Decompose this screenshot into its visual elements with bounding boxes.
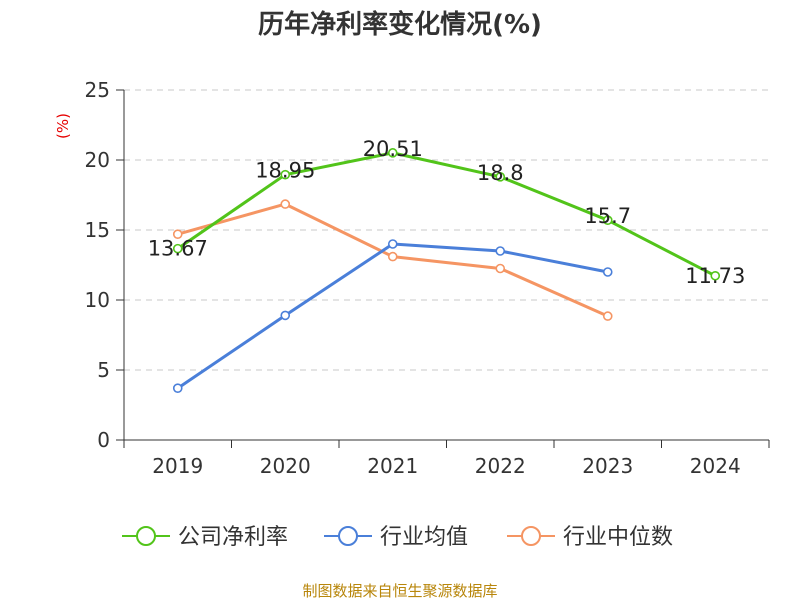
data-point xyxy=(280,199,291,209)
legend-marker xyxy=(136,526,156,546)
x-tick-label: 2024 xyxy=(690,454,741,478)
x-tick-label: 2020 xyxy=(260,454,311,478)
y-axis: 0 5 10 15 20 25 xyxy=(85,78,125,452)
y-tick-label: 20 xyxy=(85,148,110,172)
data-label: 20.51 xyxy=(363,137,423,161)
legend: 公司净利率 行业均值 行业中位数 xyxy=(122,525,673,550)
data-point xyxy=(172,243,183,254)
data-point xyxy=(280,310,291,321)
legend-marker xyxy=(338,526,358,546)
data-point xyxy=(495,246,506,256)
data-point xyxy=(387,251,398,262)
source-note: 制图数据来自恒生聚源数据库 xyxy=(302,582,497,600)
data-point xyxy=(280,169,291,180)
data-point xyxy=(387,239,398,249)
data-point xyxy=(172,229,183,239)
x-axis: 2019 2020 2021 2022 2023 2024 xyxy=(123,439,770,478)
series-line xyxy=(176,151,716,278)
y-tick-label: 0 xyxy=(97,428,110,452)
legend-label: 行业均值 xyxy=(380,525,468,550)
data-point xyxy=(710,270,721,281)
data-label: 11.73 xyxy=(685,264,745,288)
data-point xyxy=(172,383,183,394)
data-point xyxy=(387,148,398,158)
y-tick-label: 10 xyxy=(85,288,110,312)
y-tick-label: 15 xyxy=(85,218,110,242)
data-label: 18.95 xyxy=(255,159,315,183)
x-tick-label: 2019 xyxy=(152,454,203,478)
series-lines xyxy=(172,148,721,394)
data-label: 13.67 xyxy=(148,237,208,261)
data-point xyxy=(602,267,613,277)
grid-lines xyxy=(124,89,769,371)
data-label: 15.7 xyxy=(584,204,631,228)
data-labels: 13.67 18.95 20.51 18.8 15.7 11.73 xyxy=(148,137,746,288)
chart-title: 历年净利率变化情况(%) xyxy=(258,9,542,40)
y-axis-unit: (%) xyxy=(54,113,72,139)
y-tick-label: 25 xyxy=(85,78,110,102)
x-tick-label: 2022 xyxy=(475,454,526,478)
legend-label: 行业中位数 xyxy=(563,525,673,550)
data-point xyxy=(495,263,506,274)
data-point xyxy=(602,215,613,225)
x-tick-label: 2021 xyxy=(367,454,418,478)
legend-marker xyxy=(521,526,541,546)
data-point xyxy=(495,172,506,182)
x-tick-label: 2023 xyxy=(582,454,633,478)
legend-label: 公司净利率 xyxy=(178,525,288,550)
data-label: 18.8 xyxy=(477,161,524,185)
data-point xyxy=(602,311,613,321)
y-tick-label: 5 xyxy=(97,358,110,382)
series-line xyxy=(176,242,609,390)
